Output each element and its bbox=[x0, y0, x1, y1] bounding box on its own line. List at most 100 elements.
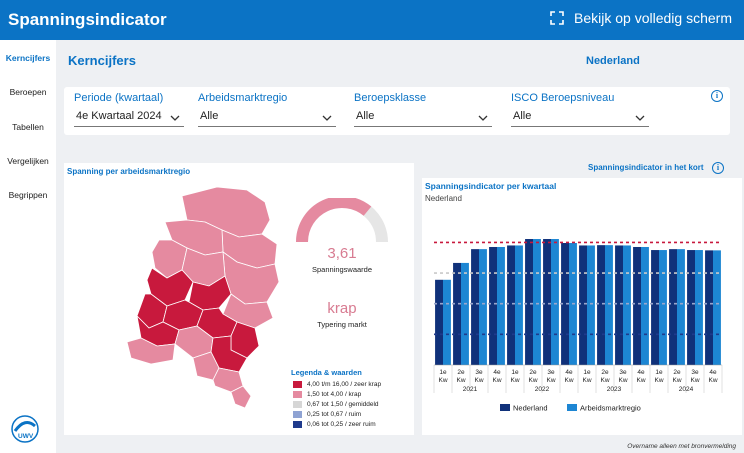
x-tick-label: 4e bbox=[565, 369, 573, 376]
filter-arbeidsmarktregio: Arbeidsmarktregio Alle bbox=[198, 92, 336, 127]
bar-nederland bbox=[543, 239, 551, 365]
x-tick-label: 2e bbox=[529, 369, 537, 376]
filter-label: ISCO Beroepsniveau bbox=[511, 92, 615, 104]
bar-arbeidsmarktregio bbox=[461, 262, 469, 365]
beroepsklasse-select[interactable]: Alle bbox=[354, 108, 492, 127]
bar-arbeidsmarktregio bbox=[587, 245, 595, 365]
filter-value: 4e Kwartaal 2024 bbox=[76, 110, 162, 122]
sidebar-item-begrippen[interactable]: Begrippen bbox=[8, 190, 48, 200]
filter-label: Beroepsklasse bbox=[354, 92, 427, 104]
filter-value: Alle bbox=[356, 110, 375, 122]
page-title: Kerncijfers bbox=[68, 53, 136, 68]
legend-label: 1,50 tot 4,00 / krap bbox=[307, 391, 362, 398]
legend-label: 0,67 tot 1,50 / gemiddeld bbox=[307, 401, 379, 408]
x-tick-label: Kw bbox=[690, 377, 699, 384]
x-tick-label: 1e bbox=[511, 369, 519, 376]
arbeidsmarktregio-select[interactable]: Alle bbox=[198, 108, 336, 127]
sidebar-item-vergelijken[interactable]: Vergelijken bbox=[7, 156, 49, 166]
sidebar-item-beroepen[interactable]: Beroepen bbox=[9, 87, 47, 97]
x-tick-label: Kw bbox=[528, 377, 537, 384]
chevron-down-icon bbox=[322, 111, 332, 128]
legend-label-nederland: Nederland bbox=[513, 404, 548, 413]
region-title: Nederland bbox=[586, 55, 640, 67]
x-tick-label: Kw bbox=[582, 377, 591, 384]
bar-arbeidsmarktregio bbox=[677, 249, 685, 365]
x-tick-label: 2e bbox=[457, 369, 465, 376]
chevron-down-icon bbox=[635, 111, 645, 128]
chart-title: Spanningsindicator per kwartaal bbox=[425, 181, 557, 191]
bar-nederland bbox=[507, 245, 515, 365]
top-bar: Spanningsindicator Bekijk op volledig sc… bbox=[0, 0, 744, 40]
spanning-gauge bbox=[296, 198, 388, 243]
x-tick-label: 2e bbox=[601, 369, 609, 376]
bar-nederland bbox=[687, 250, 695, 365]
spanningswaarde-label: Spanningswaarde bbox=[311, 265, 373, 274]
bar-nederland bbox=[633, 246, 641, 365]
legend-item: 1,50 tot 4,00 / krap bbox=[293, 391, 361, 398]
chevron-down-icon bbox=[478, 111, 488, 128]
typering-label: Typering markt bbox=[317, 320, 367, 329]
x-tick-label: 2e bbox=[673, 369, 681, 376]
bar-nederland bbox=[435, 279, 443, 365]
legend-swatch bbox=[293, 381, 302, 388]
fullscreen-button[interactable]: Bekijk op volledig scherm bbox=[550, 10, 732, 26]
bar-arbeidsmarktregio bbox=[443, 279, 451, 365]
info-icon[interactable]: i bbox=[711, 90, 723, 102]
bar-chart[interactable]: 1eKw2eKw3eKw4eKw1eKw2eKw3eKw4eKw1eKw2eKw… bbox=[422, 178, 742, 435]
bar-arbeidsmarktregio bbox=[659, 250, 667, 365]
periode-select[interactable]: 4e Kwartaal 2024 bbox=[74, 108, 184, 127]
x-tick-label: Kw bbox=[654, 377, 663, 384]
fullscreen-label: Bekijk op volledig scherm bbox=[574, 10, 732, 26]
legend-item: 4,00 t/m 16,00 / zeer krap bbox=[293, 381, 381, 388]
bar-arbeidsmarktregio bbox=[551, 239, 559, 365]
x-tick-label: Kw bbox=[708, 377, 717, 384]
filter-beroepsklasse: Beroepsklasse Alle bbox=[354, 92, 492, 127]
x-tick-label: 4e bbox=[493, 369, 501, 376]
bar-arbeidsmarktregio bbox=[497, 246, 505, 365]
bar-nederland bbox=[651, 250, 659, 365]
x-tick-label: Kw bbox=[618, 377, 627, 384]
uwv-logo-text: UWV bbox=[18, 433, 34, 440]
bar-nederland bbox=[489, 246, 497, 365]
sidebar: Kerncijfers Beroepen Tabellen Vergelijke… bbox=[0, 40, 56, 453]
bar-arbeidsmarktregio bbox=[515, 245, 523, 365]
x-tick-label: 3e bbox=[475, 369, 483, 376]
year-group-label: 2023 bbox=[607, 386, 622, 393]
x-tick-label: 1e bbox=[583, 369, 591, 376]
x-tick-label: 1e bbox=[439, 369, 447, 376]
info-icon[interactable]: i bbox=[712, 162, 724, 174]
bar-arbeidsmarktregio bbox=[623, 245, 631, 365]
spanningswaarde-value: 3,61 bbox=[327, 245, 357, 262]
bar-nederland bbox=[579, 245, 587, 365]
bar-nederland bbox=[597, 245, 605, 365]
typering-value: krap bbox=[327, 300, 357, 317]
fullscreen-icon bbox=[550, 11, 564, 25]
legend-item: 0,25 tot 0,67 / ruim bbox=[293, 411, 361, 418]
map-region-limburg bbox=[230, 385, 252, 409]
year-group-label: 2024 bbox=[679, 386, 694, 393]
year-group-label: 2022 bbox=[535, 386, 550, 393]
sidebar-item-tabellen[interactable]: Tabellen bbox=[12, 122, 44, 132]
x-tick-label: 3e bbox=[619, 369, 627, 376]
isco-select[interactable]: Alle bbox=[511, 108, 649, 127]
legend-swatch-nederland bbox=[500, 404, 510, 411]
netherlands-map[interactable] bbox=[127, 182, 287, 410]
legend-swatch-arbeidsmarktregio bbox=[567, 404, 577, 411]
footer-note: Overname alleen met bronvermelding bbox=[627, 443, 736, 450]
bar-arbeidsmarktregio bbox=[479, 249, 487, 365]
indicator-summary-link[interactable]: Spanningsindicator in het kort bbox=[588, 163, 704, 172]
filter-value: Alle bbox=[200, 110, 219, 122]
x-tick-label: Kw bbox=[510, 377, 519, 384]
bar-nederland bbox=[471, 249, 479, 365]
bar-arbeidsmarktregio bbox=[605, 245, 613, 365]
sidebar-item-kerncijfers[interactable]: Kerncijfers bbox=[5, 53, 51, 63]
x-tick-label: Kw bbox=[546, 377, 555, 384]
x-tick-label: Kw bbox=[438, 377, 447, 384]
filter-bar: Periode (kwartaal) 4e Kwartaal 2024 Arbe… bbox=[64, 87, 730, 135]
bar-nederland bbox=[453, 262, 461, 365]
bar-nederland bbox=[669, 249, 677, 365]
map-region-zeeland bbox=[127, 337, 176, 365]
legend-swatch bbox=[293, 391, 302, 398]
map-card-title: Spanning per arbeidsmarktregio bbox=[67, 167, 191, 176]
legend-swatch bbox=[293, 401, 302, 408]
